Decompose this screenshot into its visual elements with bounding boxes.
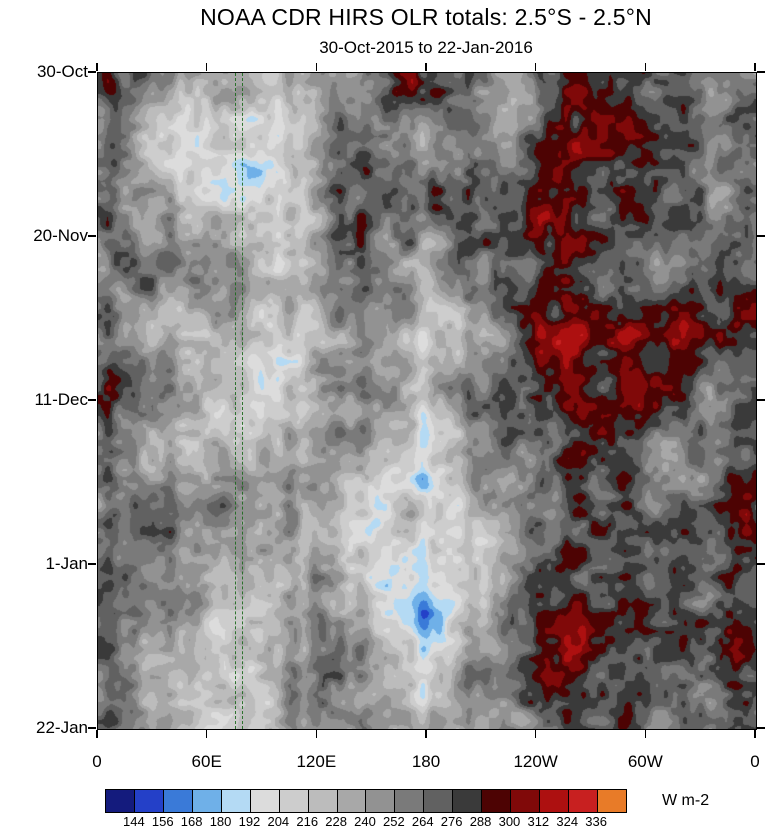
colorbar-cell xyxy=(308,790,338,812)
tick-mark-left xyxy=(88,399,96,401)
colorbar-tick-label: 264 xyxy=(411,814,434,829)
colorbar-cell xyxy=(279,790,309,812)
tick-mark-left xyxy=(88,71,96,73)
tick-mark-bottom xyxy=(205,730,208,738)
colorbar-tick-label: 252 xyxy=(383,814,405,829)
colorbar-cell xyxy=(597,790,626,812)
tick-mark-top xyxy=(425,63,427,71)
plot-subtitle: 30-Oct-2015 to 22-Jan-2016 xyxy=(319,38,533,57)
colorbar-cell xyxy=(540,790,569,812)
colorbar-tick-label: 228 xyxy=(325,814,347,829)
tick-mark-right xyxy=(757,235,765,237)
colorbar-tick-label: 336 xyxy=(585,814,607,829)
tick-mark-left xyxy=(88,235,96,237)
tick-mark-top xyxy=(205,63,208,71)
colorbar xyxy=(105,789,627,813)
colorbar-tick-label: 168 xyxy=(180,814,203,829)
colorbar-tick-label: 216 xyxy=(296,814,319,829)
colorbar-cell xyxy=(424,790,454,812)
y-tick-label: 11-Dec xyxy=(34,390,88,409)
tick-mark-bottom xyxy=(315,730,318,738)
tick-mark-right xyxy=(757,71,765,73)
colorbar-tick-label: 192 xyxy=(238,814,261,829)
colorbar-tick-label: 276 xyxy=(440,814,463,829)
tick-mark-bottom xyxy=(96,730,98,738)
olr-heatmap-canvas xyxy=(98,73,756,729)
tick-mark-top xyxy=(754,63,756,71)
tick-mark-left xyxy=(88,727,96,729)
page-title: NOAA CDR HIRS OLR totals: 2.5°S - 2.5°N xyxy=(200,4,652,30)
colorbar-cell xyxy=(366,790,396,812)
tick-mark-bottom xyxy=(754,730,756,738)
colorbar-tick-label: 300 xyxy=(498,814,521,829)
colorbar-cell xyxy=(163,790,193,812)
colorbar-cell xyxy=(134,790,164,812)
colorbar-tick-label: 180 xyxy=(209,814,232,829)
colorbar-units-label: W m-2 xyxy=(662,792,710,809)
colorbar-cell xyxy=(106,790,135,812)
colorbar-tick-label: 156 xyxy=(151,814,174,829)
y-tick-label: 22-Jan xyxy=(36,718,88,737)
colorbar-cell xyxy=(453,790,483,812)
tick-mark-top xyxy=(96,63,98,71)
x-tick-label: 0 xyxy=(92,752,102,771)
colorbar-cell xyxy=(569,790,598,812)
colorbar-cell xyxy=(482,790,512,812)
colorbar-tick-label: 204 xyxy=(267,814,290,829)
colorbar-tick-label: 240 xyxy=(354,814,376,829)
reference-line-79e xyxy=(242,73,244,729)
tick-mark-bottom xyxy=(534,730,537,738)
colorbar-cell xyxy=(192,790,222,812)
tick-mark-top xyxy=(534,63,537,71)
colorbar-tick-label: 288 xyxy=(469,814,492,829)
colorbar-cell xyxy=(221,790,251,812)
colorbar-cell xyxy=(395,790,425,812)
tick-mark-top xyxy=(315,63,318,71)
reference-line-75e xyxy=(235,73,237,729)
tick-mark-bottom xyxy=(644,730,647,738)
x-tick-label: 180 xyxy=(411,752,441,771)
colorbar-cell xyxy=(250,790,280,812)
colorbar-tick-label: 312 xyxy=(527,814,550,829)
x-tick-label: 60W xyxy=(627,752,663,771)
x-tick-label: 0 xyxy=(750,752,760,771)
tick-mark-bottom xyxy=(425,730,427,738)
tick-mark-top xyxy=(644,63,647,71)
tick-mark-right xyxy=(757,727,765,729)
tick-mark-left xyxy=(88,563,96,565)
y-tick-label: 20-Nov xyxy=(33,226,88,245)
y-tick-label: 1-Jan xyxy=(45,554,88,573)
x-tick-label: 120W xyxy=(513,752,558,771)
x-tick-label: 120E xyxy=(296,752,337,771)
tick-mark-right xyxy=(757,563,765,565)
colorbar-cell xyxy=(337,790,367,812)
hovmoller-plot-area xyxy=(97,72,757,730)
colorbar-tick-label: 144 xyxy=(123,814,145,829)
tick-mark-right xyxy=(757,399,765,401)
y-tick-label: 30-Oct xyxy=(36,62,88,81)
colorbar-cell xyxy=(511,790,541,812)
colorbar-tick-label: 324 xyxy=(556,814,579,829)
x-tick-label: 60E xyxy=(191,752,222,771)
